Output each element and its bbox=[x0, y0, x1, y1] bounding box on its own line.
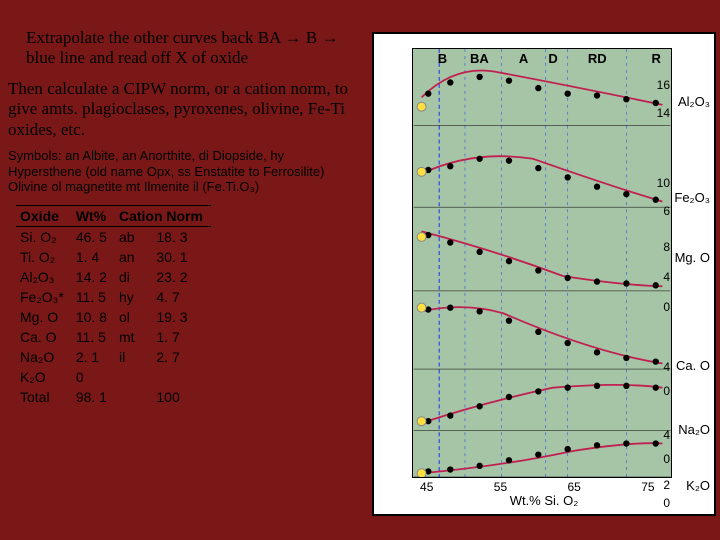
x-tick: 75 bbox=[641, 480, 654, 494]
paragraph-extrapolate: Extrapolate the other curves back BA → B… bbox=[26, 28, 359, 69]
rock-type-label: D bbox=[548, 51, 557, 66]
oxide-label: Na₂O bbox=[678, 422, 710, 437]
table-cell: Fe₂O₃* bbox=[16, 287, 72, 307]
y-tick: 4 bbox=[663, 428, 670, 442]
table-cell: 10. 8 bbox=[72, 307, 115, 327]
x-tick: 45 bbox=[420, 480, 433, 494]
table-cell: 0 bbox=[72, 367, 115, 387]
table-cell bbox=[152, 367, 211, 387]
table-cell: 11. 5 bbox=[72, 327, 115, 347]
text-column: Extrapolate the other curves back BA → B… bbox=[8, 22, 363, 407]
table-cell: ab bbox=[115, 226, 152, 247]
chart-panel: BBAADRDR Wt.% Si. O₂ 45556575 Al₂O₃Fe₂O₃… bbox=[372, 32, 716, 516]
table-cell: 14. 2 bbox=[72, 267, 115, 287]
table-cell: Ti. O₂ bbox=[16, 247, 72, 267]
rock-type-label: R bbox=[652, 51, 661, 66]
rock-type-label: B bbox=[438, 51, 447, 66]
y-tick: 4 bbox=[663, 270, 670, 284]
table-cell: di bbox=[115, 267, 152, 287]
th-wtpct: Wt% bbox=[72, 205, 115, 226]
y-tick: 16 bbox=[657, 78, 670, 92]
table-cell: 46. 5 bbox=[72, 226, 115, 247]
table-cell: 11. 5 bbox=[72, 287, 115, 307]
y-tick: 2 bbox=[663, 478, 670, 492]
th-cation: Cation Norm bbox=[115, 205, 211, 226]
table-cell: 4. 7 bbox=[152, 287, 211, 307]
table-cell: 2. 7 bbox=[152, 347, 211, 367]
x-tick: 55 bbox=[494, 480, 507, 494]
y-tick: 4 bbox=[663, 360, 670, 374]
table-cell: mt bbox=[115, 327, 152, 347]
oxide-table: Oxide Wt% Cation Norm Si. O₂46. 5ab18. 3… bbox=[16, 205, 211, 407]
y-tick: 0 bbox=[663, 384, 670, 398]
table-cell: an bbox=[115, 247, 152, 267]
table-cell bbox=[115, 387, 152, 407]
table-cell: 1. 7 bbox=[152, 327, 211, 347]
y-tick: 10 bbox=[657, 176, 670, 190]
symbols-text: Symbols: an Albite, an Anorthite, di Dio… bbox=[8, 148, 361, 195]
table-cell: 1. 4 bbox=[72, 247, 115, 267]
oxide-label: Ca. O bbox=[676, 358, 710, 373]
y-tick: 0 bbox=[663, 300, 670, 314]
y-tick: 14 bbox=[657, 106, 670, 120]
table-cell: Si. O₂ bbox=[16, 226, 72, 247]
curves-svg bbox=[413, 49, 671, 477]
table-cell: 2. 1 bbox=[72, 347, 115, 367]
slide: Extrapolate the other curves back BA → B… bbox=[0, 0, 720, 540]
table-cell: K₂O bbox=[16, 367, 72, 387]
rock-type-label: A bbox=[519, 51, 528, 66]
table-cell: Mg. O bbox=[16, 307, 72, 327]
table-cell: 19. 3 bbox=[152, 307, 211, 327]
table-cell: hy bbox=[115, 287, 152, 307]
table-cell: 30. 1 bbox=[152, 247, 211, 267]
table-cell bbox=[115, 367, 152, 387]
oxide-label: Al₂O₃ bbox=[678, 94, 710, 109]
y-tick: 6 bbox=[663, 204, 670, 218]
plot-area: B BA A D RD R bbox=[412, 48, 672, 478]
table-cell: il bbox=[115, 347, 152, 367]
oxide-label: Fe₂O₃ bbox=[674, 190, 710, 205]
x-tick: 65 bbox=[567, 480, 580, 494]
oxide-label: Mg. O bbox=[675, 250, 710, 265]
table-cell: 98. 1 bbox=[72, 387, 115, 407]
rock-type-label: BA bbox=[470, 51, 489, 66]
table-cell: Na₂O bbox=[16, 347, 72, 367]
y-tick: 0 bbox=[663, 452, 670, 466]
table-cell: 100 bbox=[152, 387, 211, 407]
table-cell: ol bbox=[115, 307, 152, 327]
table-cell: Total bbox=[16, 387, 72, 407]
oxide-label: K₂O bbox=[686, 478, 710, 493]
th-oxide: Oxide bbox=[16, 205, 72, 226]
table-cell: Al₂O₃ bbox=[16, 267, 72, 287]
y-tick: 0 bbox=[663, 496, 670, 510]
paragraph-cipw: Then calculate a CIPW norm, or a cation … bbox=[8, 79, 361, 140]
table-cell: Ca. O bbox=[16, 327, 72, 347]
table-cell: 23. 2 bbox=[152, 267, 211, 287]
table-cell: 18. 3 bbox=[152, 226, 211, 247]
y-tick: 8 bbox=[663, 240, 670, 254]
rock-type-label: RD bbox=[588, 51, 607, 66]
